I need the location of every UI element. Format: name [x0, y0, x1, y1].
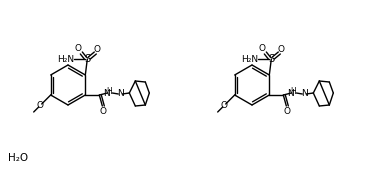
- Text: O: O: [220, 101, 227, 110]
- Text: S: S: [268, 54, 274, 64]
- Text: O: O: [100, 107, 107, 116]
- Text: H: H: [290, 88, 296, 97]
- Text: N: N: [287, 89, 294, 97]
- Text: N: N: [103, 89, 110, 97]
- Text: N: N: [301, 89, 308, 98]
- Text: O: O: [259, 44, 266, 53]
- Text: H₂O: H₂O: [8, 153, 28, 163]
- Text: O: O: [277, 45, 284, 54]
- Text: H: H: [107, 88, 112, 97]
- Text: N: N: [117, 89, 124, 98]
- Text: O: O: [93, 45, 100, 54]
- Text: O: O: [284, 107, 291, 116]
- Text: S: S: [84, 54, 91, 64]
- Text: O: O: [75, 44, 82, 53]
- Text: H₂N: H₂N: [57, 55, 74, 63]
- Text: H₂N: H₂N: [241, 55, 258, 63]
- Text: O: O: [36, 101, 43, 110]
